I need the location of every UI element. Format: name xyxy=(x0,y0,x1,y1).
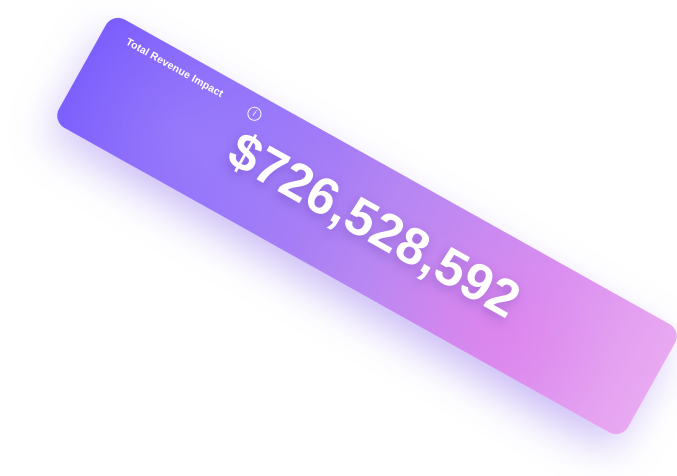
card-title: Total Revenue Impact xyxy=(123,35,226,101)
revenue-value: $726,528,592 xyxy=(218,121,530,330)
revenue-impact-card: Total Revenue Impact i $726,528,592 xyxy=(52,12,677,440)
